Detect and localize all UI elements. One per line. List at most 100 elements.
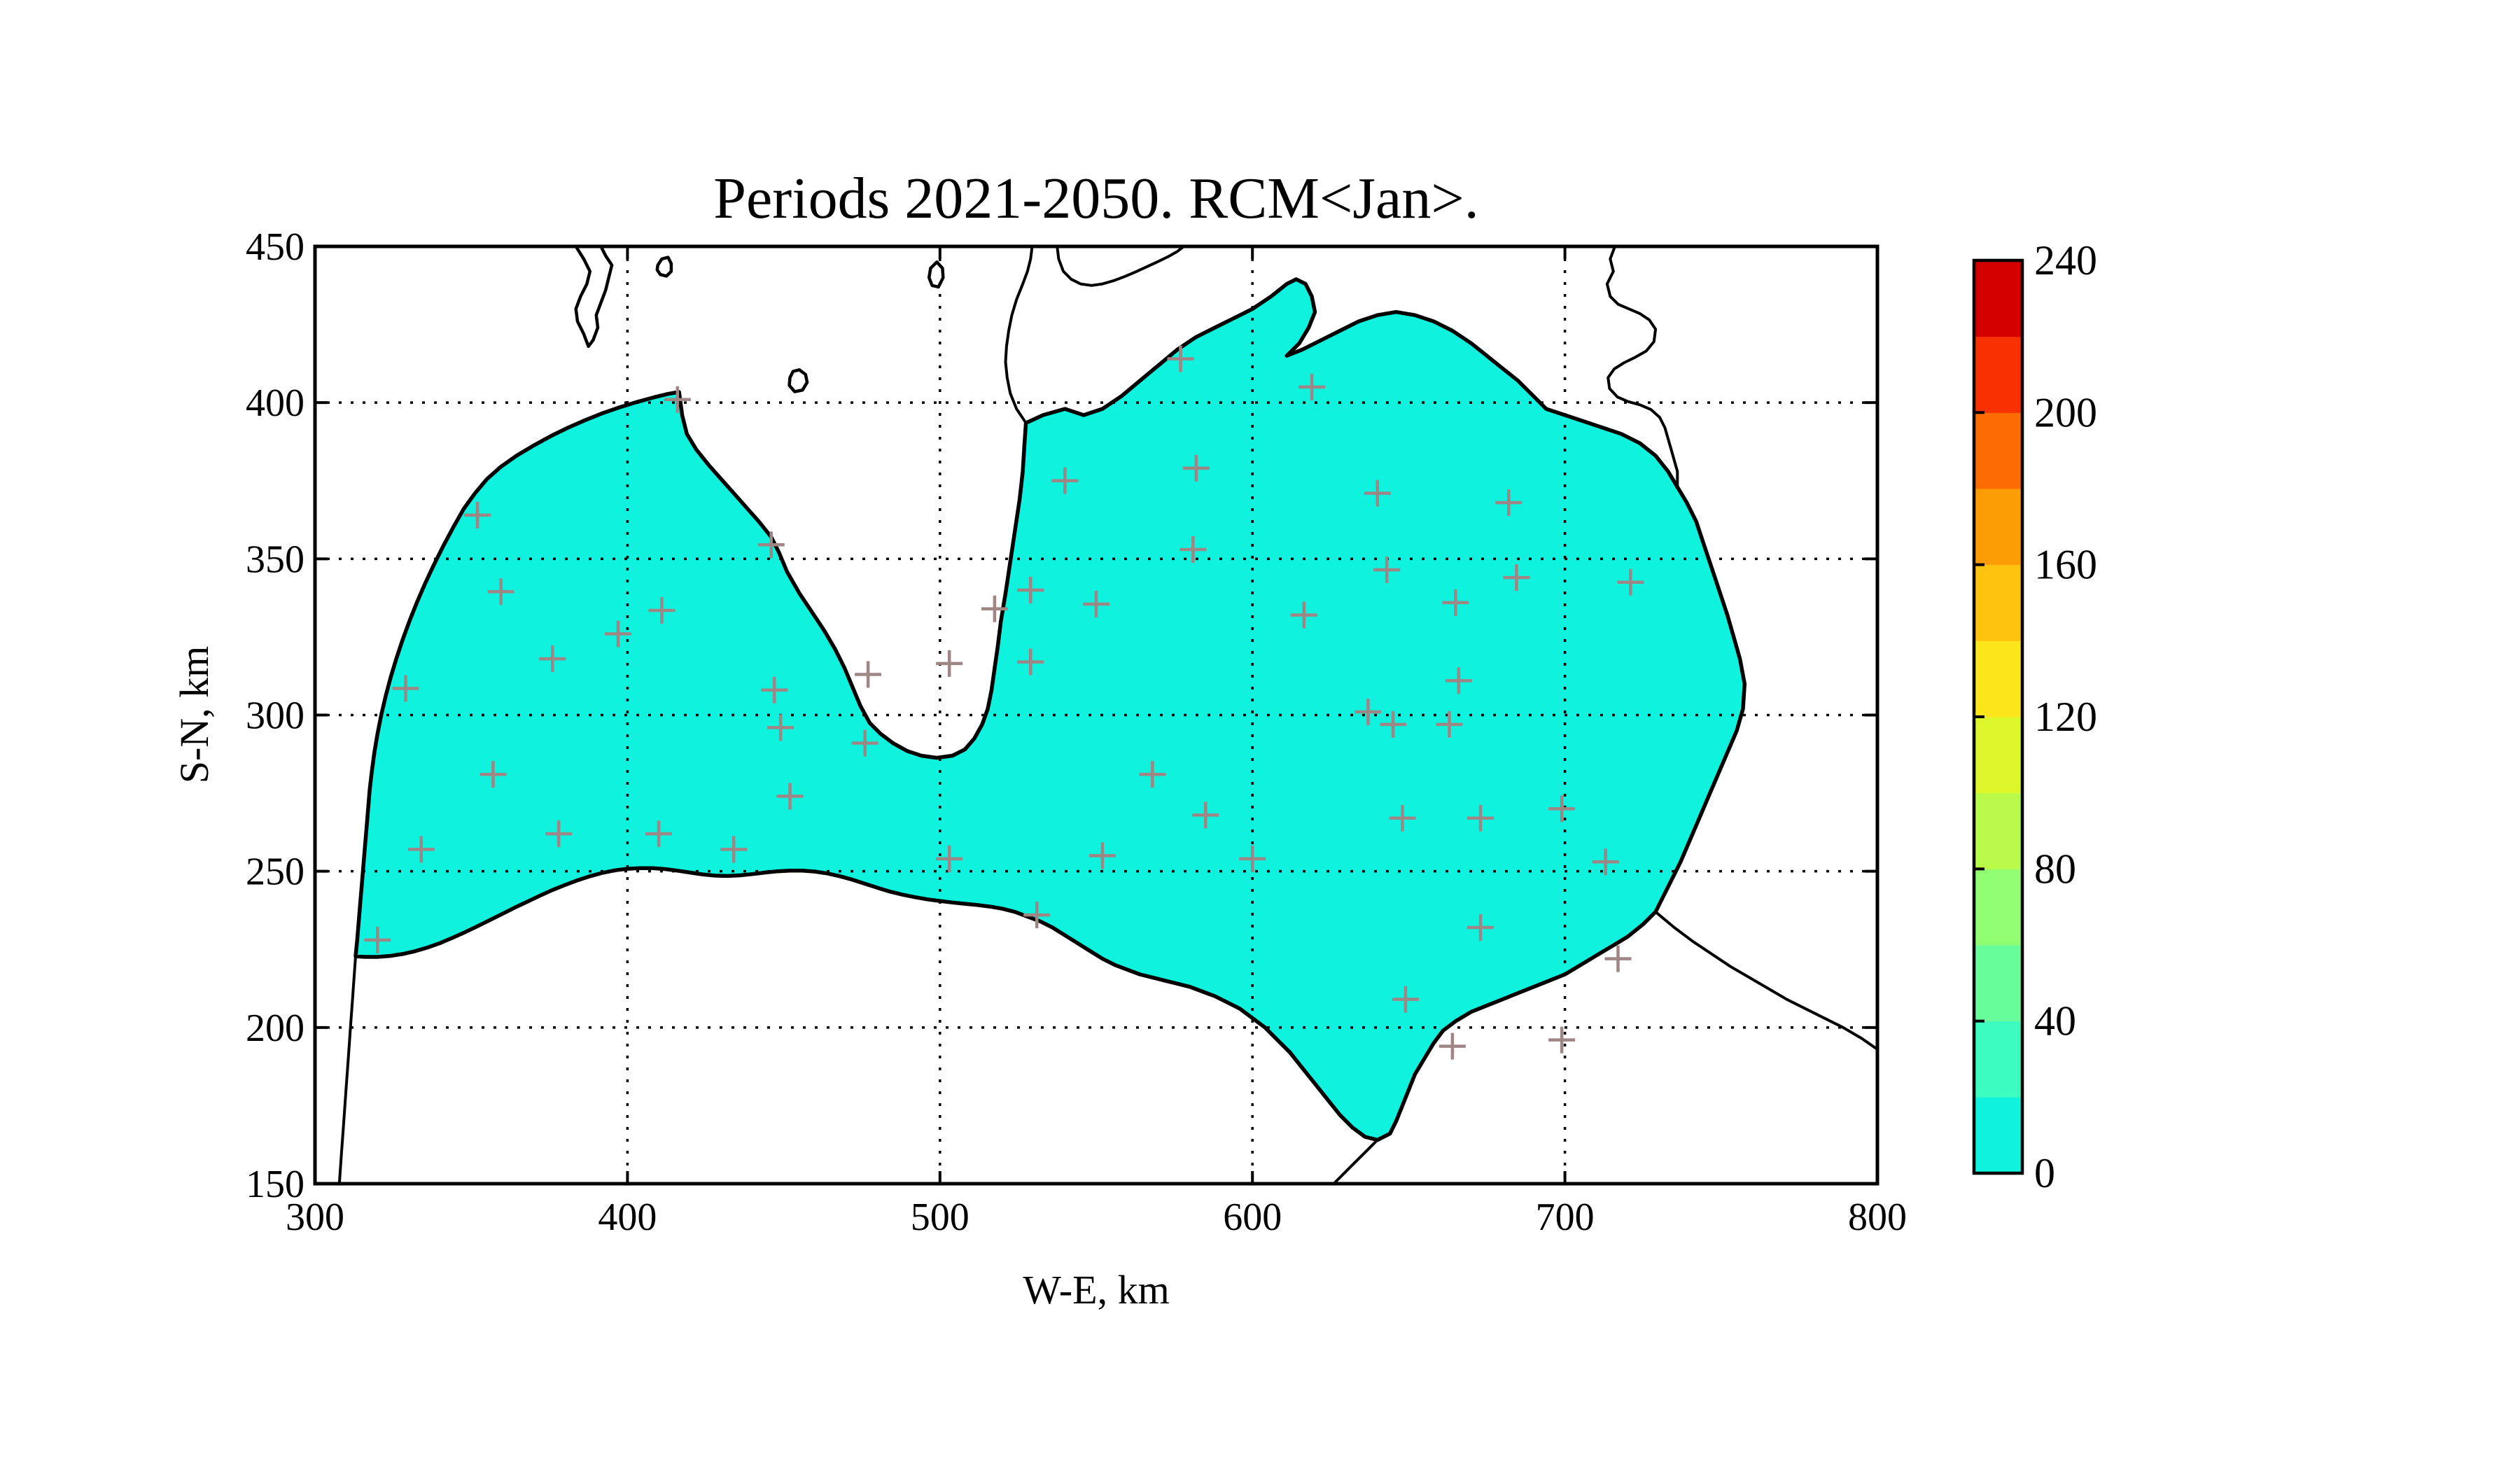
lithuania-belarus-border (1332, 1139, 1379, 1184)
tick-label-y: 150 (246, 1163, 304, 1206)
station-marker (767, 714, 794, 741)
tick-label-y: 300 (246, 694, 304, 738)
island-outline (788, 368, 809, 393)
station-marker (1017, 648, 1044, 676)
tick-label-x: 800 (1848, 1196, 1907, 1239)
station-marker (981, 595, 1008, 622)
tick-label-x: 400 (598, 1196, 657, 1239)
station-marker (364, 926, 391, 953)
tick-label-y: 200 (246, 1007, 304, 1050)
station-marker (1088, 842, 1116, 869)
station-marker (1192, 802, 1219, 829)
colorbar-band (1974, 1021, 2022, 1098)
colorbar-tick-label: 80 (2034, 846, 2076, 892)
colorbar-tick-label: 160 (2034, 542, 2097, 588)
station-marker (936, 845, 963, 872)
colorbar-band (1974, 489, 2022, 566)
estonia-coast-east (1056, 246, 1185, 287)
station-marker (1548, 1026, 1576, 1054)
gridlines (315, 246, 1877, 1184)
colorbar-tick-label: 200 (2034, 389, 2097, 435)
island-outline (655, 255, 673, 278)
station-marker (545, 820, 573, 848)
station-marker (1467, 914, 1494, 941)
colorbar-tick-label: 0 (2034, 1150, 2055, 1196)
colorbar-band (1974, 640, 2022, 718)
station-marker (1180, 536, 1207, 563)
station-marker (664, 386, 691, 413)
station-marker (648, 596, 676, 624)
colorbar-band (1974, 869, 2022, 946)
colorbar: 0 40 80 120 160 200 240 (1972, 237, 2097, 1196)
station-markers (364, 345, 1644, 1060)
station-marker (776, 783, 804, 810)
latvia-region-fill (356, 279, 1745, 1140)
tick-label-x: 700 (1536, 1196, 1595, 1239)
station-marker (1495, 489, 1522, 516)
axes: 300 400 500 600 700 800 150 200 250 300 350 400 450 P… (172, 166, 1907, 1312)
belarus-russia-border (1654, 911, 1877, 1051)
station-marker (761, 676, 788, 704)
colorbar-band (1974, 1097, 2022, 1174)
station-marker (757, 531, 785, 559)
station-marker (1290, 601, 1317, 629)
station-marker (464, 501, 491, 528)
map-layer (315, 246, 1877, 1184)
colorbar-band (1974, 412, 2022, 489)
colorbar-band (1974, 336, 2022, 413)
colorbar-tick-label: 240 (2034, 237, 2097, 284)
station-marker (1392, 986, 1419, 1013)
island-outline (574, 246, 614, 349)
colorbar-tick-label: 40 (2034, 998, 2076, 1044)
station-marker (1139, 761, 1166, 788)
station-marker (1167, 345, 1194, 372)
lithuania-coast (337, 955, 357, 1184)
x-axis-label: W-E, km (1023, 1267, 1169, 1312)
station-marker (1548, 795, 1576, 822)
station-marker (1604, 945, 1632, 972)
station-marker (1592, 848, 1619, 876)
station-marker (1389, 804, 1416, 832)
station-marker (855, 661, 882, 688)
station-marker (407, 836, 435, 863)
y-axis-label: S-N, km (172, 646, 217, 784)
tick-label-x: 300 (286, 1196, 344, 1239)
tick-label-x: 600 (1223, 1196, 1282, 1239)
station-marker (1017, 576, 1044, 603)
station-marker (720, 836, 748, 863)
colorbar-band (1974, 792, 2022, 869)
station-marker (605, 620, 632, 648)
station-marker (1438, 1032, 1466, 1060)
station-marker (1364, 479, 1391, 507)
station-marker (1467, 804, 1494, 832)
chart-title: Periods 2021-2050. RCM<Jan>. (713, 166, 1478, 231)
station-marker (645, 820, 673, 848)
station-marker (1023, 902, 1051, 929)
colorbar-band (1974, 564, 2022, 641)
station-marker (1445, 667, 1472, 694)
estonia-coast-west (1004, 246, 1034, 424)
island-outline (927, 260, 945, 289)
colorbar-band (1974, 717, 2022, 794)
station-marker (936, 650, 963, 677)
station-marker (1239, 845, 1266, 872)
station-marker (1182, 454, 1210, 482)
station-marker (1051, 467, 1079, 494)
station-marker (479, 761, 507, 788)
station-marker (1503, 564, 1530, 592)
station-marker (392, 675, 419, 702)
tick-label-x: 500 (911, 1196, 969, 1239)
station-marker (851, 729, 878, 757)
tick-label-y: 450 (246, 225, 304, 269)
station-marker (1436, 710, 1463, 738)
tick-label-y: 350 (246, 538, 304, 581)
station-marker (1617, 568, 1644, 596)
station-marker (539, 645, 566, 673)
latvia-outline (354, 277, 1747, 1142)
colorbar-tick-label: 120 (2034, 694, 2097, 740)
station-marker (1380, 710, 1407, 738)
station-marker (1298, 373, 1326, 400)
station-marker (1373, 556, 1401, 583)
tick-label-y: 400 (246, 382, 304, 425)
